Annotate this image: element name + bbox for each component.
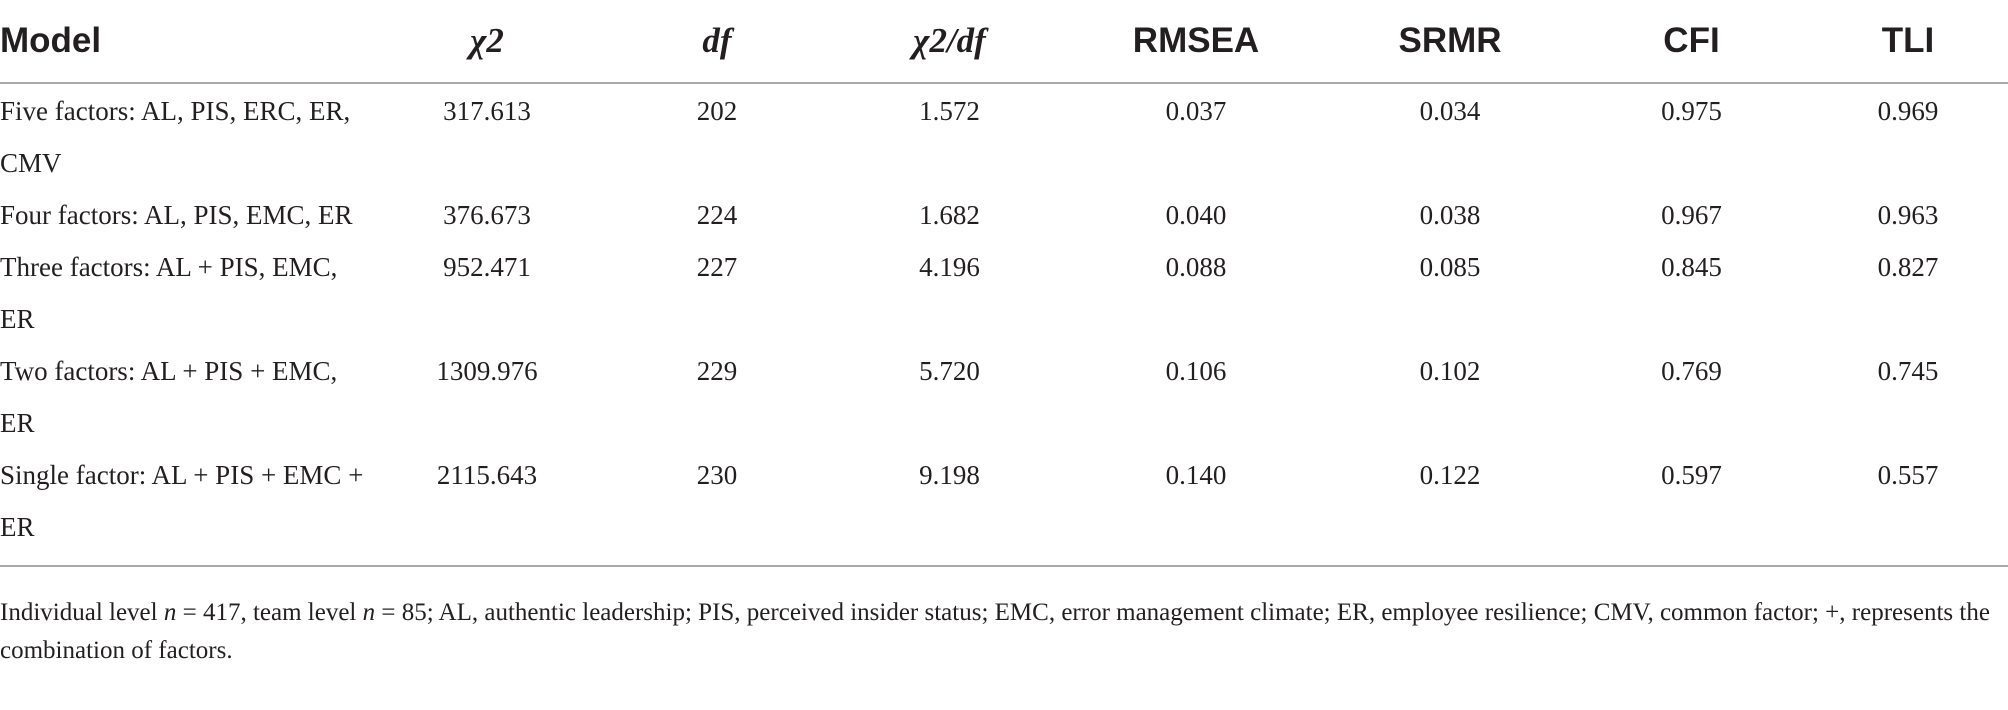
header-chi-square: χ2 [372,0,602,84]
footnote-prefix: Individual level [0,599,164,626]
table-row: Two factors: AL + PIS + EMC, ER 1309.976… [0,345,2008,449]
cell-tli: 0.745 [1877,356,1939,386]
table-row: Five factors: AL, PIS, ERC, ER, CMV 317.… [0,83,2008,189]
cell-chi-square: 317.613 [443,96,531,126]
cell-chi-square: 952.471 [443,252,531,282]
cell-cfi: 0.845 [1661,252,1722,282]
cell-df: 230 [602,449,832,567]
cell-tli: 0.557 [1808,449,2008,567]
cell-chi-square-over-df: 4.196 [919,252,980,282]
table-footnote: Individual level n = 417, team level n =… [0,594,2000,670]
cell-rmsea: 0.140 [1067,449,1325,567]
cell-chi-square: 2115.643 [372,449,602,567]
cell-rmsea: 0.088 [1165,252,1227,282]
cell-model: Five factors: AL, PIS, ERC, ER, CMV [0,96,351,178]
header-rmsea: RMSEA [1067,0,1325,84]
cell-srmr: 0.122 [1325,449,1575,567]
header-tli: TLI [1808,0,2008,84]
table-row: Single factor: AL + PIS + EMC + ER 2115.… [0,449,2008,567]
fit-indices-table-container: Model χ2 df χ2/df RMSEA SRMR CFI TLI Fiv… [0,0,2008,567]
cell-rmsea: 0.106 [1165,356,1227,386]
cell-df: 224 [696,200,738,230]
cell-rmsea: 0.037 [1165,96,1227,126]
cell-chi-square: 1309.976 [436,356,538,386]
cell-chi-square-over-df: 5.720 [919,356,980,386]
header-chi-square-over-df: χ2/df [832,0,1067,84]
cell-chi-square-over-df: 9.198 [832,449,1067,567]
cell-cfi: 0.769 [1661,356,1722,386]
cell-chi-square: 376.673 [443,200,531,230]
footnote-n-symbol: n [163,599,177,626]
cell-model: Four factors: AL, PIS, EMC, ER [0,200,353,230]
header-cfi: CFI [1575,0,1808,84]
cell-tli: 0.963 [1877,200,1939,230]
header-df: df [602,0,832,84]
header-srmr: SRMR [1325,0,1575,84]
footnote-individual-n: = 417, team level [176,599,363,626]
cell-cfi: 0.975 [1661,96,1722,126]
cell-df: 229 [696,356,738,386]
cell-df: 202 [696,96,738,126]
cell-tli: 0.827 [1877,252,1939,282]
cell-model: Single factor: AL + PIS + EMC + ER [0,449,372,567]
table-row: Four factors: AL, PIS, EMC, ER 376.673 2… [0,189,2008,241]
cell-rmsea: 0.040 [1165,200,1227,230]
cell-df: 227 [696,252,738,282]
header-model: Model [0,0,372,84]
footnote-n-symbol: n [362,599,376,626]
table-row: Three factors: AL + PIS, EMC, ER 952.471… [0,241,2008,345]
cell-srmr: 0.085 [1419,252,1481,282]
cell-chi-square-over-df: 1.682 [919,200,980,230]
footnote-abbreviations: = 85; AL, authentic leadership; PIS, per… [0,599,1990,664]
cell-tli: 0.969 [1877,96,1939,126]
cell-cfi: 0.597 [1575,449,1808,567]
cell-model: Three factors: AL + PIS, EMC, ER [0,252,338,334]
fit-indices-table: Model χ2 df χ2/df RMSEA SRMR CFI TLI Fiv… [0,0,2008,567]
cell-model: Two factors: AL + PIS + EMC, ER [0,356,338,438]
cell-cfi: 0.967 [1661,200,1722,230]
cell-srmr: 0.034 [1419,96,1481,126]
table-header-row: Model χ2 df χ2/df RMSEA SRMR CFI TLI [0,0,2008,84]
cell-srmr: 0.102 [1419,356,1481,386]
cell-chi-square-over-df: 1.572 [919,96,980,126]
cell-srmr: 0.038 [1419,200,1481,230]
